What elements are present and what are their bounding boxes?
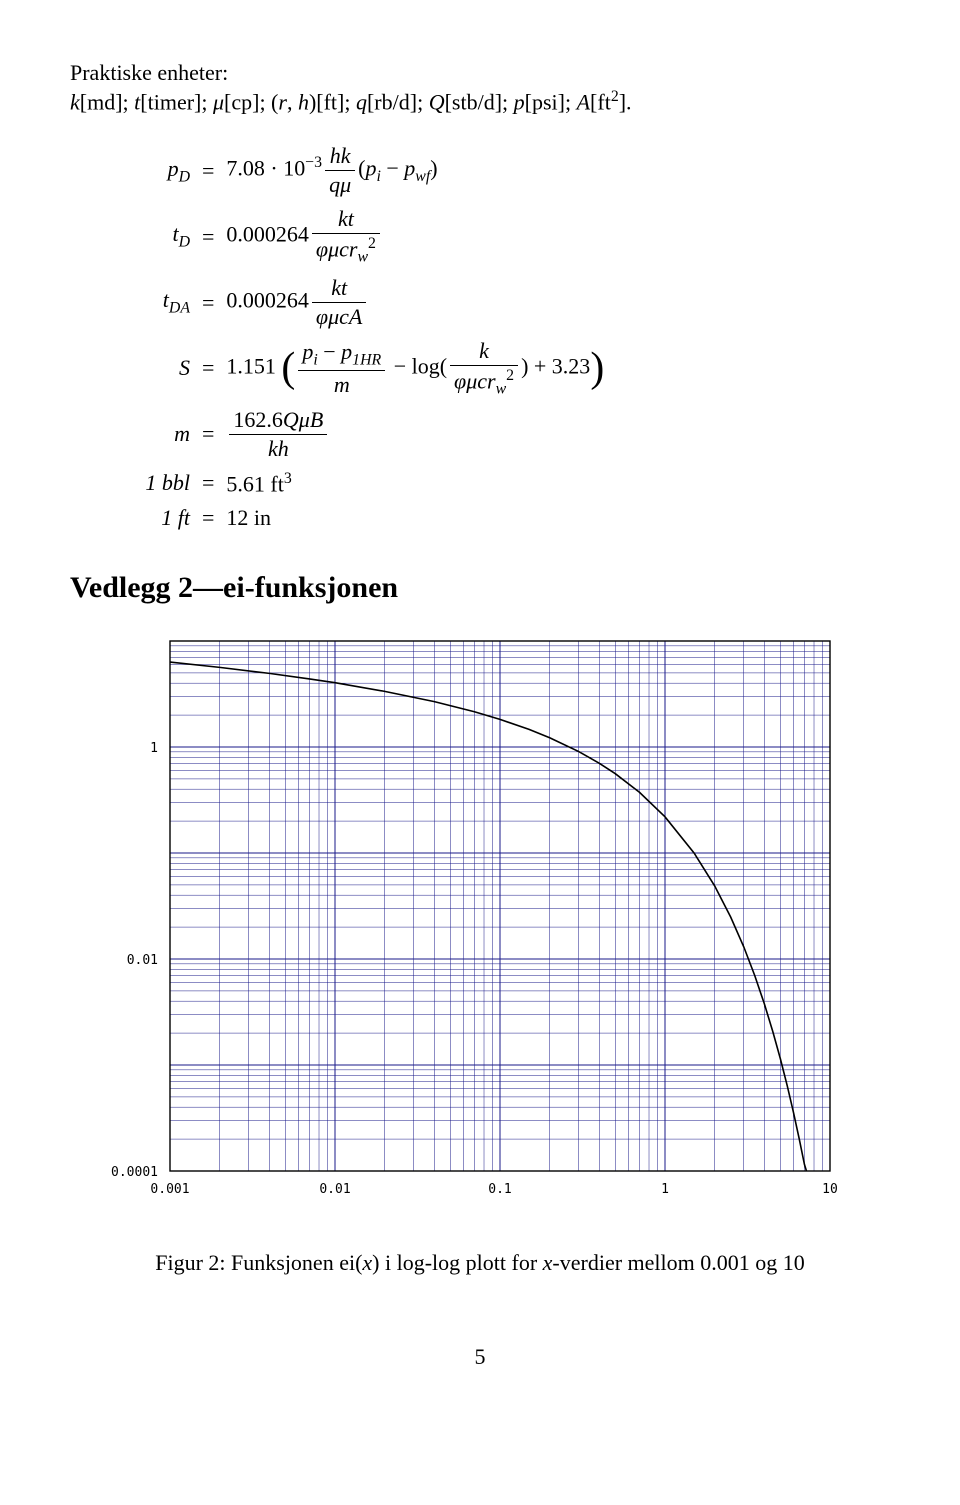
svg-text:0.1: 0.1 <box>488 1182 511 1197</box>
equation-block: pD=7.08 · 10−3hkqμ(pi − pwf)tD=0.000264k… <box>130 139 890 535</box>
figure-caption: Figur 2: Funksjonen ei(x) i log-log plot… <box>70 1250 890 1276</box>
equation-row: tD=0.000264ktφμcrw2 <box>130 202 610 271</box>
chart-svg: 0.001 0.01 0.1 1 10 0.0001 0.01 1 <box>70 631 850 1221</box>
equation-table: pD=7.08 · 10−3hkqμ(pi − pwf)tD=0.000264k… <box>130 139 610 535</box>
intro-line-1: Praktiske enheter: <box>70 60 890 86</box>
intro-line-2: k[md]; t[timer]; μ[cp]; (r, h)[ft]; q[rb… <box>70 88 890 115</box>
svg-text:0.001: 0.001 <box>150 1182 189 1197</box>
svg-text:1: 1 <box>150 741 158 756</box>
ei-loglog-chart: 0.001 0.01 0.1 1 10 0.0001 0.01 1 <box>70 631 890 1226</box>
equation-row: pD=7.08 · 10−3hkqμ(pi − pwf) <box>130 139 610 202</box>
section-heading: Vedlegg 2—ei-funksjonen <box>70 571 890 605</box>
svg-text:10: 10 <box>822 1182 838 1197</box>
svg-text:0.01: 0.01 <box>127 953 158 968</box>
svg-text:0.01: 0.01 <box>319 1182 350 1197</box>
equation-row: 1 bbl=5.61 ft3 <box>130 466 610 501</box>
equation-row: tDA=0.000264ktφμcA <box>130 271 610 334</box>
svg-text:1: 1 <box>661 1182 669 1197</box>
equation-row: S=1.151 (pi − p1HRm − log(kφμcrw2) + 3.2… <box>130 334 610 403</box>
page-number: 5 <box>70 1344 890 1370</box>
svg-text:0.0001: 0.0001 <box>111 1165 158 1180</box>
equation-row: 1 ft=12 in <box>130 501 610 535</box>
equation-row: m=162.6QμBkh <box>130 403 610 466</box>
